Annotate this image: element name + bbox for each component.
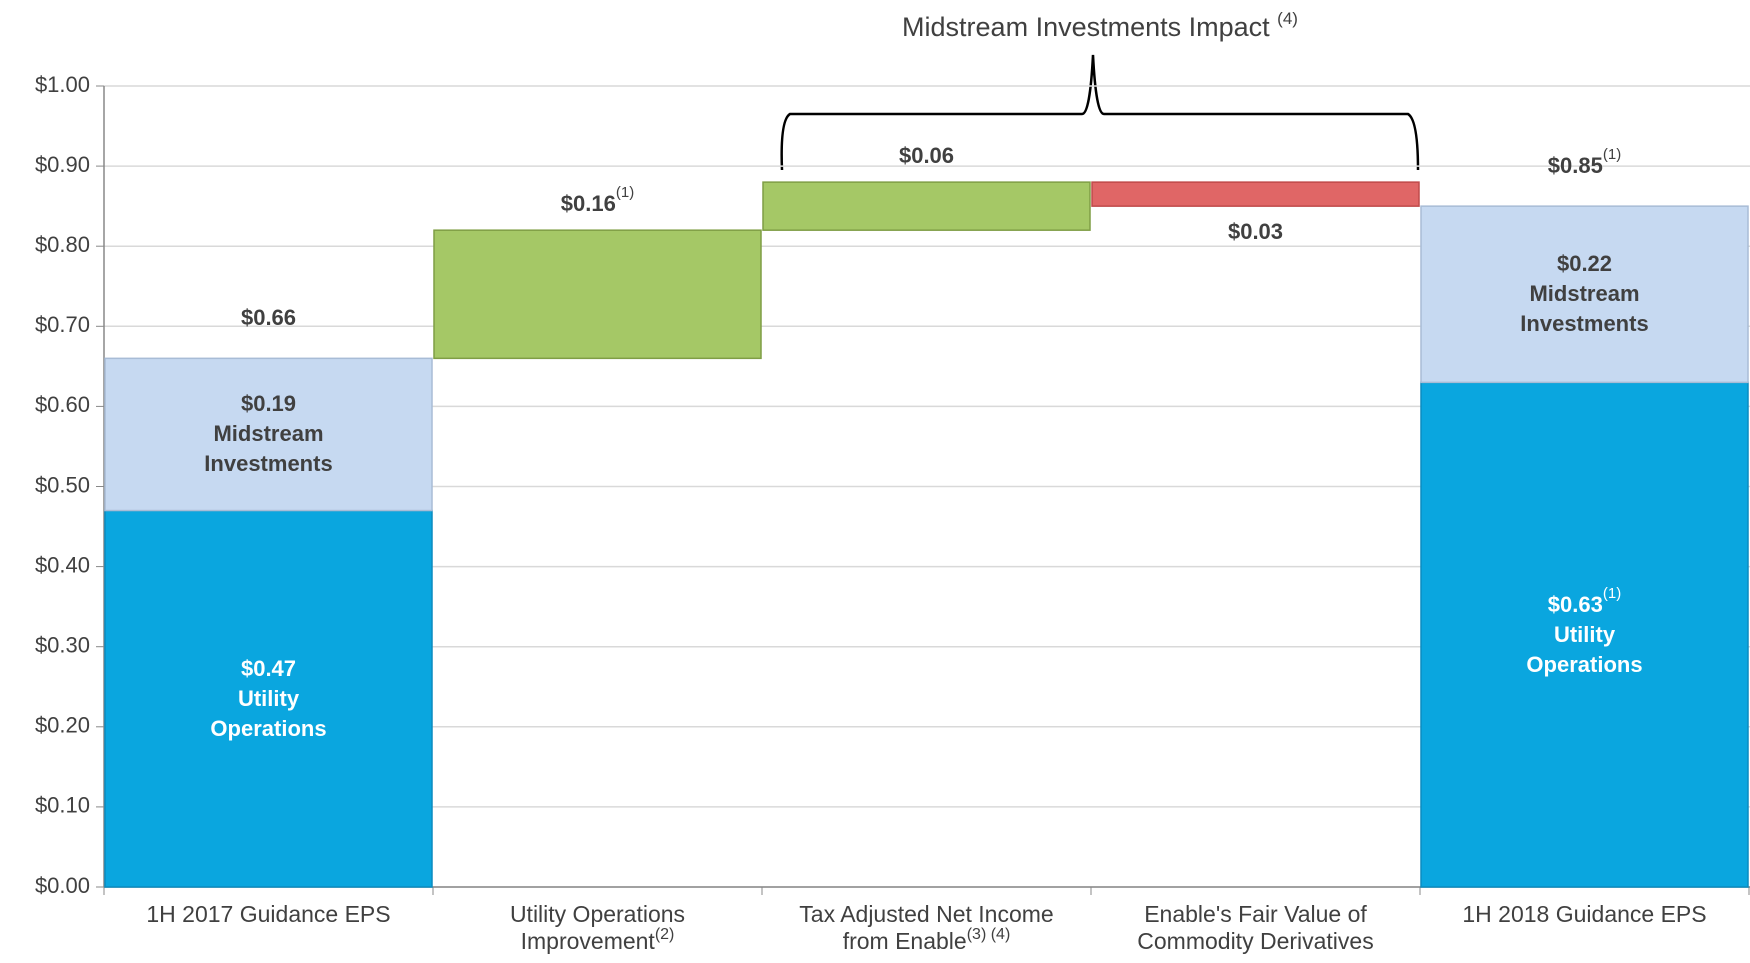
bar-segment xyxy=(1420,381,1749,888)
segment-value-note: (1) xyxy=(1602,584,1622,602)
segment-value-text: $0.47 xyxy=(240,655,297,681)
value-label-note: (1) xyxy=(615,184,635,202)
segment-value: $0.47 xyxy=(189,654,349,684)
y-tick-label: $0.50 xyxy=(35,472,90,497)
segment-label: $0.63(1) Utility Operations xyxy=(1505,586,1665,680)
x-tick-label: 1H 2018 Guidance EPS xyxy=(1440,901,1730,928)
y-tick-label: $0.80 xyxy=(35,232,90,257)
segment-name: Utility Operations xyxy=(1526,621,1643,677)
y-tick-label: $0.40 xyxy=(35,552,90,577)
total-label: $0.85(1) xyxy=(1547,147,1621,181)
y-tick-label: $0.30 xyxy=(35,633,90,658)
bar xyxy=(433,229,762,360)
value-label-text: $0.06 xyxy=(898,143,955,169)
value-label-text: $0.16 xyxy=(560,191,616,217)
category-note: (3) (4) xyxy=(966,926,1011,943)
segment-name: Midstream Investments xyxy=(204,421,333,477)
segment-label: $0.22 Midstream Investments xyxy=(1505,249,1665,339)
segment-value-text: $0.22 xyxy=(1556,251,1613,277)
x-tick-label: Utility Operations Improvement(2) xyxy=(453,901,743,955)
segment-value: $0.19 xyxy=(189,389,349,419)
x-tick-label: Tax Adjusted Net Income from Enable(3) (… xyxy=(782,901,1072,955)
total-label-text: $0.85 xyxy=(1547,153,1603,179)
title-text: Midstream Investments Impact xyxy=(902,12,1270,42)
value-label-text: $0.03 xyxy=(1227,219,1284,245)
chart-title: Midstream Investments Impact (4) xyxy=(902,9,1298,43)
x-tick-label: 1H 2017 Guidance EPS xyxy=(124,901,414,928)
category-text: Utility Operations Improvement xyxy=(509,901,686,954)
segment-value: $0.63(1) xyxy=(1505,586,1665,620)
segment-value-text: $0.63 xyxy=(1547,591,1603,617)
category-text: 1H 2018 Guidance EPS xyxy=(1462,901,1707,927)
bar-segment xyxy=(104,509,433,888)
y-tick-label: $0.90 xyxy=(35,152,90,177)
segment-name: Utility Operations xyxy=(210,685,327,741)
y-tick-label: $0.20 xyxy=(35,713,90,738)
title-note: (4) xyxy=(1277,9,1298,28)
y-tick-label: $0.00 xyxy=(35,873,90,898)
bar-segment xyxy=(1420,205,1749,384)
category-text: Enable's Fair Value of Commodity Derivat… xyxy=(1137,901,1374,954)
total-label-text: $0.66 xyxy=(240,305,297,331)
y-tick-label: $1.00 xyxy=(35,72,90,97)
bar xyxy=(762,181,1091,231)
value-label: $0.16(1) xyxy=(560,185,634,219)
total-label: $0.66 xyxy=(241,303,296,333)
total-label-note: (1) xyxy=(1602,146,1622,164)
bar-segment xyxy=(104,357,433,512)
value-label: $0.03 xyxy=(1228,217,1283,247)
category-note: (2) xyxy=(654,926,675,943)
segment-name: Midstream Investments xyxy=(1520,281,1649,337)
y-tick-label: $0.70 xyxy=(35,312,90,337)
segment-value: $0.22 xyxy=(1505,249,1665,279)
bar xyxy=(1091,181,1420,207)
segment-label: $0.19 Midstream Investments xyxy=(189,389,349,479)
y-tick-label: $0.10 xyxy=(35,793,90,818)
segment-value-text: $0.19 xyxy=(240,391,297,417)
value-label: $0.06 xyxy=(899,141,954,171)
segment-label: $0.47 Utility Operations xyxy=(189,654,349,744)
y-tick-label: $0.60 xyxy=(35,392,90,417)
category-text: 1H 2017 Guidance EPS xyxy=(146,901,391,927)
brace xyxy=(780,54,1420,171)
category-text: Tax Adjusted Net Income from Enable xyxy=(799,901,1054,954)
x-tick-label: Enable's Fair Value of Commodity Derivat… xyxy=(1111,901,1401,955)
